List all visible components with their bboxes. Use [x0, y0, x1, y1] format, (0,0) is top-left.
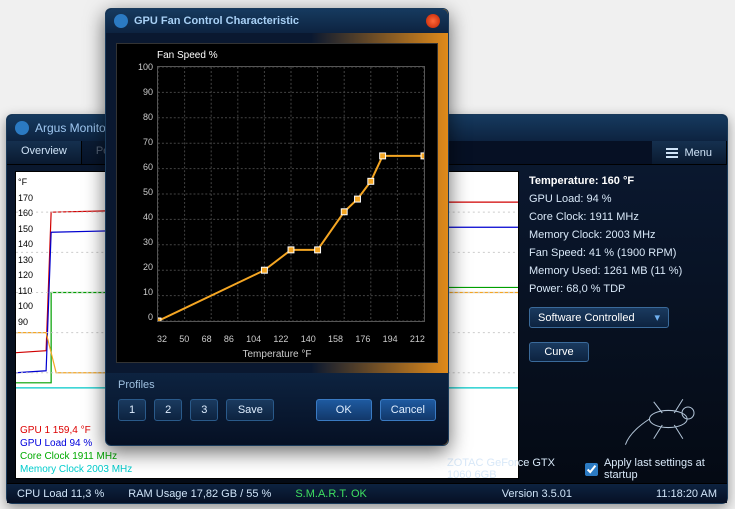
chart-plot-area[interactable] [157, 66, 425, 322]
dialog-titlebar[interactable]: GPU Fan Control Characteristic [106, 9, 448, 33]
chart-y-ticks: 1009080706050403020100 [131, 62, 153, 322]
apply-label: Apply last settings at startup [604, 457, 717, 481]
status-time: 11:18:20 AM [656, 488, 717, 500]
profile-1-button[interactable]: 1 [118, 399, 146, 421]
profile-2-button[interactable]: 2 [154, 399, 182, 421]
fan-curve-dialog: GPU Fan Control Characteristic Fan Speed… [105, 8, 449, 446]
close-icon[interactable] [426, 14, 440, 28]
dialog-footer: Profiles 1 2 3 Save OK Cancel [106, 373, 448, 445]
profiles-label: Profiles [118, 379, 436, 391]
chevron-down-icon: ▾ [654, 311, 660, 324]
gpu-name: ZOTAC GeForce GTX 1060 6GB [447, 457, 579, 481]
curve-button[interactable]: Curve [529, 342, 589, 362]
status-smart: S.M.A.R.T. OK [295, 488, 367, 500]
gecko-logo [619, 389, 709, 449]
app-icon [15, 121, 29, 135]
chart-x-title: Temperature °F [117, 349, 437, 360]
status-ram: RAM Usage 17,82 GB / 55 % [128, 488, 271, 500]
apply-checkbox[interactable] [585, 463, 598, 476]
save-button[interactable]: Save [226, 399, 274, 421]
fan-curve-chart: Fan Speed % 1009080706050403020100 32506… [116, 43, 438, 363]
tab-overview[interactable]: Overview [7, 141, 82, 164]
cancel-button[interactable]: Cancel [380, 399, 436, 421]
profile-3-button[interactable]: 3 [190, 399, 218, 421]
apply-row: ZOTAC GeForce GTX 1060 6GB Apply last se… [7, 455, 727, 483]
app-title: Argus Monitor [35, 121, 110, 135]
hamburger-icon [666, 146, 678, 160]
dialog-title: GPU Fan Control Characteristic [134, 15, 299, 27]
status-version: Version 3.5.01 [502, 488, 572, 500]
ok-button[interactable]: OK [316, 399, 372, 421]
chart-x-ticks: 32506886104122140158176194212 [157, 334, 425, 344]
fan-mode-dropdown[interactable]: Software Controlled ▾ [529, 307, 669, 328]
status-cpu: CPU Load 11,3 % [17, 488, 104, 500]
menu-button[interactable]: Menu [652, 141, 727, 164]
status-bar: CPU Load 11,3 % RAM Usage 17,82 GB / 55 … [7, 483, 727, 503]
chart-y-title: Fan Speed % [157, 50, 218, 61]
dialog-icon [114, 14, 128, 28]
